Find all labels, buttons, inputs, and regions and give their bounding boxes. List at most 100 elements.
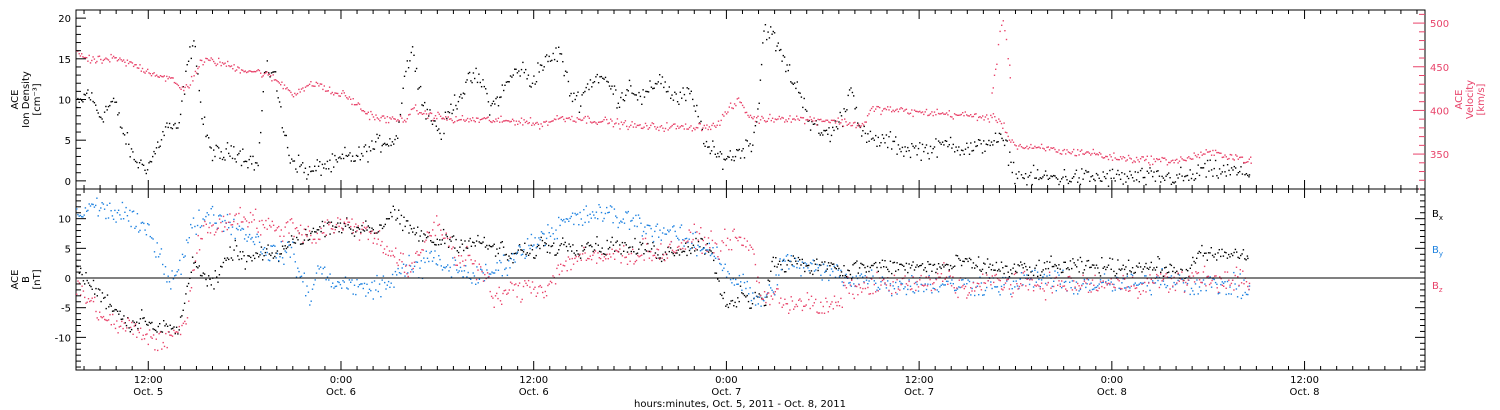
- data-point: [1165, 273, 1167, 275]
- data-point: [929, 283, 932, 286]
- data-point: [657, 249, 660, 251]
- data-point: [1068, 268, 1070, 271]
- data-point: [842, 284, 845, 287]
- data-point: [1235, 154, 1237, 156]
- data-point: [367, 238, 369, 241]
- data-point: [283, 84, 286, 86]
- data-point: [690, 252, 692, 255]
- data-point: [119, 126, 122, 128]
- data-point: [573, 252, 575, 254]
- data-point: [114, 57, 116, 59]
- data-point: [1091, 264, 1094, 266]
- data-point: [666, 122, 668, 124]
- data-point: [241, 227, 243, 230]
- data-point: [1031, 270, 1033, 272]
- data-point: [368, 226, 371, 229]
- data-point: [772, 256, 774, 259]
- data-point: [1034, 145, 1036, 148]
- data-point: [262, 91, 264, 93]
- data-point: [920, 274, 922, 277]
- data-point: [407, 220, 409, 222]
- data-point: [832, 119, 834, 122]
- data-point: [991, 275, 993, 277]
- data-point: [849, 273, 852, 276]
- data-point: [302, 242, 304, 245]
- data-point: [177, 331, 179, 333]
- data-point: [433, 117, 435, 119]
- data-point: [750, 299, 753, 302]
- data-point: [284, 250, 286, 252]
- data-point: [568, 117, 570, 119]
- data-point: [348, 226, 351, 229]
- series-right: [76, 50, 1252, 166]
- data-point: [266, 60, 268, 62]
- data-point: [411, 268, 413, 271]
- data-point: [1244, 258, 1246, 260]
- data-point: [398, 209, 400, 211]
- data-point: [569, 95, 571, 97]
- data-point: [148, 321, 150, 324]
- data-point: [757, 276, 759, 278]
- data-point: [663, 130, 665, 132]
- data-point: [553, 238, 556, 240]
- data-point: [1058, 264, 1060, 266]
- data-point: [419, 85, 422, 88]
- data-point: [209, 278, 211, 280]
- data-point: [975, 264, 977, 266]
- data-point: [1008, 139, 1011, 141]
- data-point: [713, 125, 716, 127]
- data-point: [771, 33, 773, 35]
- data-point: [247, 236, 250, 238]
- data-point: [1214, 281, 1217, 284]
- data-point: [1030, 171, 1032, 174]
- data-point: [722, 297, 724, 300]
- data-point: [529, 247, 531, 250]
- data-point: [324, 90, 327, 92]
- data-point: [775, 50, 777, 52]
- data-point: [122, 132, 124, 135]
- data-point: [904, 275, 906, 277]
- data-point: [832, 308, 834, 310]
- data-point: [1036, 271, 1039, 273]
- data-point: [625, 256, 627, 258]
- data-point: [122, 327, 124, 330]
- data-point: [193, 269, 195, 271]
- data-point: [202, 123, 204, 125]
- data-point: [917, 111, 920, 113]
- data-point: [756, 117, 758, 119]
- data-point: [417, 113, 419, 115]
- data-point: [321, 232, 324, 234]
- data-point: [351, 232, 353, 235]
- data-point: [380, 116, 382, 119]
- data-point: [524, 280, 526, 282]
- data-point: [561, 116, 564, 118]
- data-point: [402, 229, 404, 232]
- data-point: [1135, 265, 1138, 267]
- data-point: [930, 289, 933, 292]
- data-point: [932, 114, 934, 117]
- data-point: [688, 238, 690, 240]
- data-point: [1218, 168, 1221, 170]
- data-point: [1038, 146, 1040, 148]
- data-point: [568, 243, 570, 245]
- data-point: [531, 124, 533, 126]
- data-point: [955, 146, 957, 148]
- data-point: [117, 59, 120, 61]
- data-point: [203, 273, 206, 275]
- data-point: [1002, 127, 1004, 129]
- data-point: [428, 115, 430, 117]
- data-point: [1210, 286, 1213, 288]
- data-point: [738, 236, 740, 238]
- data-point: [1214, 253, 1216, 255]
- data-point: [616, 240, 618, 242]
- data-point: [931, 111, 933, 113]
- data-point: [875, 282, 877, 284]
- data-point: [462, 276, 464, 278]
- data-point: [621, 221, 623, 223]
- data-point: [422, 104, 424, 107]
- data-point: [400, 252, 402, 254]
- data-point: [801, 117, 803, 119]
- data-point: [328, 279, 330, 281]
- data-point: [131, 321, 133, 324]
- data-point: [548, 121, 550, 123]
